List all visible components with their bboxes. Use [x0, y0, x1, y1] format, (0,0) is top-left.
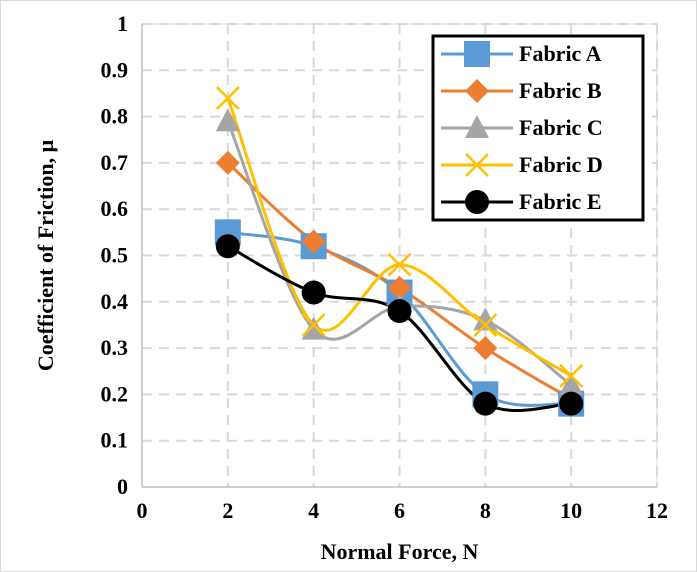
legend-label: Fabric C	[519, 115, 603, 140]
data-point-fabric-d	[559, 363, 584, 388]
legend-items: Fabric A Fabric B Fabric C Fabric D Fabric E	[441, 41, 603, 214]
x-tick-label: 0	[137, 498, 148, 523]
data-point-fabric-e	[301, 280, 326, 305]
series-line-fabric-c	[226, 120, 573, 387]
y-tick-label: 0.9	[101, 57, 129, 82]
data-point-fabric-d	[215, 86, 240, 110]
x-tick-label: 6	[394, 498, 405, 523]
data-point-fabric-e	[215, 234, 240, 259]
legend-label: Fabric A	[519, 41, 602, 66]
x-axis-title: Normal Force, N	[321, 539, 479, 564]
legend-marker-fabric-e	[465, 190, 489, 214]
legend-marker-fabric-a	[464, 41, 490, 67]
legend-label: Fabric D	[519, 152, 603, 177]
data-point-fabric-e	[387, 299, 412, 324]
y-tick-label: 0.2	[101, 381, 129, 406]
legend-marker-fabric-d	[465, 153, 489, 177]
legend-item-fabric-e: Fabric E	[441, 189, 602, 214]
y-tick-label: 0.1	[101, 428, 129, 453]
legend-item-fabric-c: Fabric C	[441, 115, 603, 140]
y-tick-label: 0.6	[101, 196, 129, 221]
series-line-fabric-d	[226, 97, 572, 378]
data-point-fabric-b	[473, 336, 498, 361]
legend-label: Fabric E	[519, 189, 602, 214]
data-point-fabric-d	[301, 313, 326, 337]
data-point-fabric-c	[559, 372, 584, 396]
x-marker-stroke	[559, 363, 584, 388]
legend-item-fabric-a: Fabric A	[441, 41, 602, 67]
x-marker-stroke	[215, 86, 240, 110]
data-point-fabric-e	[559, 391, 584, 416]
legend: Fabric A Fabric B Fabric C Fabric D Fabric E	[431, 34, 645, 222]
x-tick-label: 8	[480, 498, 491, 523]
legend-item-fabric-d: Fabric D	[441, 152, 603, 177]
x-marker-stroke	[387, 252, 412, 277]
data-point-fabric-c	[301, 316, 326, 340]
x-marker-stroke	[465, 153, 489, 177]
x-marker-stroke	[301, 313, 326, 337]
x-marker-stroke	[473, 313, 498, 337]
data-point-fabric-b	[301, 229, 326, 254]
legend-marker-fabric-c	[465, 115, 489, 138]
data-point-fabric-b	[215, 150, 240, 175]
y-tick-label: 0.3	[101, 335, 129, 360]
x-tick-label: 2	[222, 498, 233, 523]
data-point-fabric-b	[387, 275, 412, 300]
y-tick-label: 0.4	[101, 289, 129, 314]
legend-item-fabric-b: Fabric B	[441, 78, 602, 103]
y-tick-label: 0	[117, 474, 128, 499]
y-tick-label: 0.7	[101, 150, 129, 175]
y-tick-label: 1	[117, 11, 128, 36]
tick-labels: 00.10.20.30.40.50.60.70.80.910 2 4 6 8 10 12	[101, 11, 669, 523]
series-markers	[214, 86, 585, 417]
data-point-fabric-c	[215, 108, 240, 132]
data-point-fabric-d	[473, 313, 498, 337]
data-point-fabric-c	[473, 307, 498, 331]
legend-label: Fabric B	[519, 78, 602, 103]
x-tick-label: 12	[646, 498, 668, 523]
y-tick-label: 0.8	[101, 104, 129, 129]
legend-marker-fabric-b	[465, 79, 489, 103]
x-tick-label: 10	[560, 498, 582, 523]
data-point-fabric-d	[387, 252, 412, 277]
y-tick-label: 0.5	[101, 243, 129, 268]
y-axis-title: Coefficient of Friction, μ	[33, 139, 58, 371]
data-point-fabric-e	[473, 391, 498, 416]
x-tick-label: 4	[308, 498, 319, 523]
